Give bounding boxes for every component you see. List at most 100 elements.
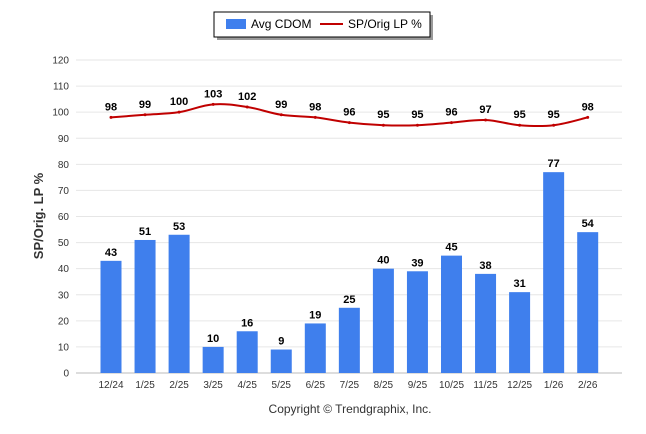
line-value-label: 99 <box>139 99 151 111</box>
line-point <box>484 118 488 122</box>
y-tick-label: 0 <box>63 369 69 380</box>
line-value-label: 95 <box>377 109 389 121</box>
bar-value-label: 43 <box>105 247 117 259</box>
bar-value-label: 25 <box>343 294 355 306</box>
line-value-label: 99 <box>275 99 287 111</box>
legend-label-line: SP/Orig LP % <box>348 17 422 31</box>
line-value-label: 95 <box>548 109 560 121</box>
legend: Avg CDOM SP/Orig LP % <box>213 11 433 40</box>
x-tick-label: 1/25 <box>135 380 155 391</box>
x-tick-label: 2/26 <box>578 380 598 391</box>
bar <box>134 239 156 373</box>
line-point <box>211 102 215 106</box>
line-value-label: 103 <box>204 88 222 100</box>
copyright: Copyright © Trendgraphix, Inc. <box>269 402 432 416</box>
line-series <box>109 102 590 128</box>
y-tick-label: 50 <box>58 238 70 249</box>
bar-value-label: 77 <box>548 158 560 170</box>
x-tick-label: 6/25 <box>306 380 326 391</box>
line-value-label: 98 <box>105 101 117 113</box>
x-axis: 12/24 1/25 2/25 3/25 4/25 5/25 6/25 7/25 8/25 9/2… <box>98 380 597 391</box>
line-value-label: 98 <box>582 101 594 113</box>
bar <box>577 232 599 373</box>
y-tick-label: 10 <box>58 342 70 353</box>
bar <box>509 292 531 373</box>
line-value-label: 102 <box>238 91 256 103</box>
x-tick-label: 11/25 <box>473 380 498 391</box>
bar <box>441 255 462 373</box>
x-tick-label: 12/25 <box>507 380 532 391</box>
line-point <box>143 113 147 117</box>
line-value-label: 96 <box>445 107 457 119</box>
bar-value-label: 16 <box>241 317 253 329</box>
line-point <box>450 121 453 125</box>
bar-value-label: 39 <box>411 257 423 269</box>
line-value-label: 96 <box>343 107 355 119</box>
x-tick-label: 8/25 <box>374 380 394 391</box>
y-axis-title: SP/Orig. LP % <box>31 172 46 259</box>
bar-value-label: 51 <box>139 226 151 238</box>
bar <box>372 268 394 373</box>
bar-value-label: 53 <box>173 221 185 233</box>
x-tick-label: 2/25 <box>169 380 189 391</box>
line-point <box>381 123 385 127</box>
x-tick-label: 5/25 <box>272 380 292 391</box>
y-tick-label: 120 <box>52 56 69 67</box>
line-point <box>245 105 249 109</box>
line-value-label: 100 <box>170 96 188 108</box>
y-axis: 0 10 20 30 40 50 60 70 80 90 100 110 120 <box>52 56 69 380</box>
gridlines <box>76 59 622 374</box>
line-value-label: 95 <box>513 109 525 121</box>
line-value-label: 97 <box>479 104 491 116</box>
line-point <box>518 123 522 127</box>
y-tick-label: 60 <box>58 212 70 223</box>
bar-value-label: 45 <box>445 242 457 254</box>
line-point <box>313 115 317 119</box>
x-tick-label: 12/24 <box>98 380 123 391</box>
y-tick-label: 20 <box>58 316 70 327</box>
line-point <box>279 113 283 117</box>
bar-value-label: 19 <box>309 309 321 321</box>
y-tick-label: 30 <box>58 290 70 301</box>
bars <box>100 172 599 373</box>
bar <box>168 234 190 373</box>
bar <box>202 346 224 373</box>
line-labels: 98 99 100 103 102 99 98 96 95 95 96 97 95 95 98 <box>105 88 594 121</box>
x-tick-label: 7/25 <box>340 380 360 391</box>
x-tick-label: 10/25 <box>439 380 464 391</box>
bar <box>543 172 565 373</box>
y-tick-label: 70 <box>58 186 70 197</box>
bar <box>304 323 326 373</box>
line-value-label: 98 <box>309 101 321 113</box>
bar-value-label: 54 <box>582 218 595 230</box>
legend-label-bar: Avg CDOM <box>251 17 311 31</box>
line-point <box>586 115 590 119</box>
bar-value-label: 9 <box>278 336 284 348</box>
x-tick-label: 3/25 <box>203 380 223 391</box>
bar <box>338 307 360 373</box>
x-tick-label: 1/26 <box>544 380 564 391</box>
line-point <box>177 110 181 114</box>
bar-value-label: 38 <box>479 260 491 272</box>
bar <box>270 349 292 373</box>
bar-value-label: 10 <box>207 333 219 345</box>
bar <box>475 273 497 373</box>
y-tick-label: 90 <box>58 134 70 145</box>
legend-swatch-bar <box>226 19 246 29</box>
x-tick-label: 9/25 <box>408 380 428 391</box>
line-point <box>415 123 419 127</box>
y-tick-label: 100 <box>52 108 69 119</box>
y-tick-label: 40 <box>58 264 70 275</box>
bar-value-label: 31 <box>513 278 525 290</box>
line-point <box>109 115 113 119</box>
bar <box>406 271 428 373</box>
bar-labels: 43 51 53 10 16 9 19 25 40 39 45 38 31 77 54 <box>105 158 595 347</box>
x-tick-label: 4/25 <box>237 380 257 391</box>
y-tick-label: 80 <box>58 160 70 171</box>
bar <box>100 260 122 373</box>
bar-value-label: 40 <box>377 255 389 267</box>
line-point <box>347 121 351 125</box>
line-value-label: 95 <box>411 109 423 121</box>
y-tick-label: 110 <box>53 82 69 93</box>
